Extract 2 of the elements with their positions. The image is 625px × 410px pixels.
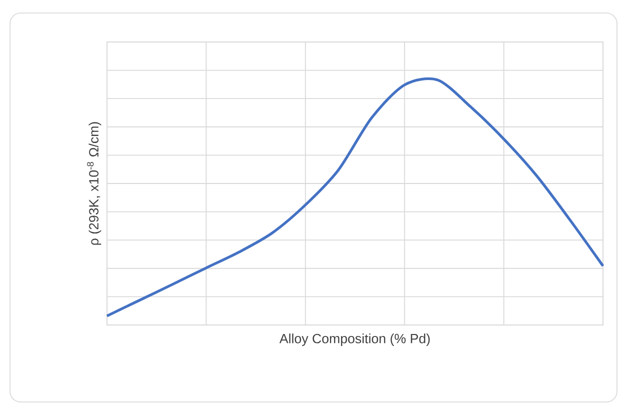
y-axis-title: ρ (293K, x10$^{-8}$ Ω/cm) — [87, 122, 102, 245]
x-axis-title: Alloy Composition (% Pd) — [279, 334, 430, 346]
